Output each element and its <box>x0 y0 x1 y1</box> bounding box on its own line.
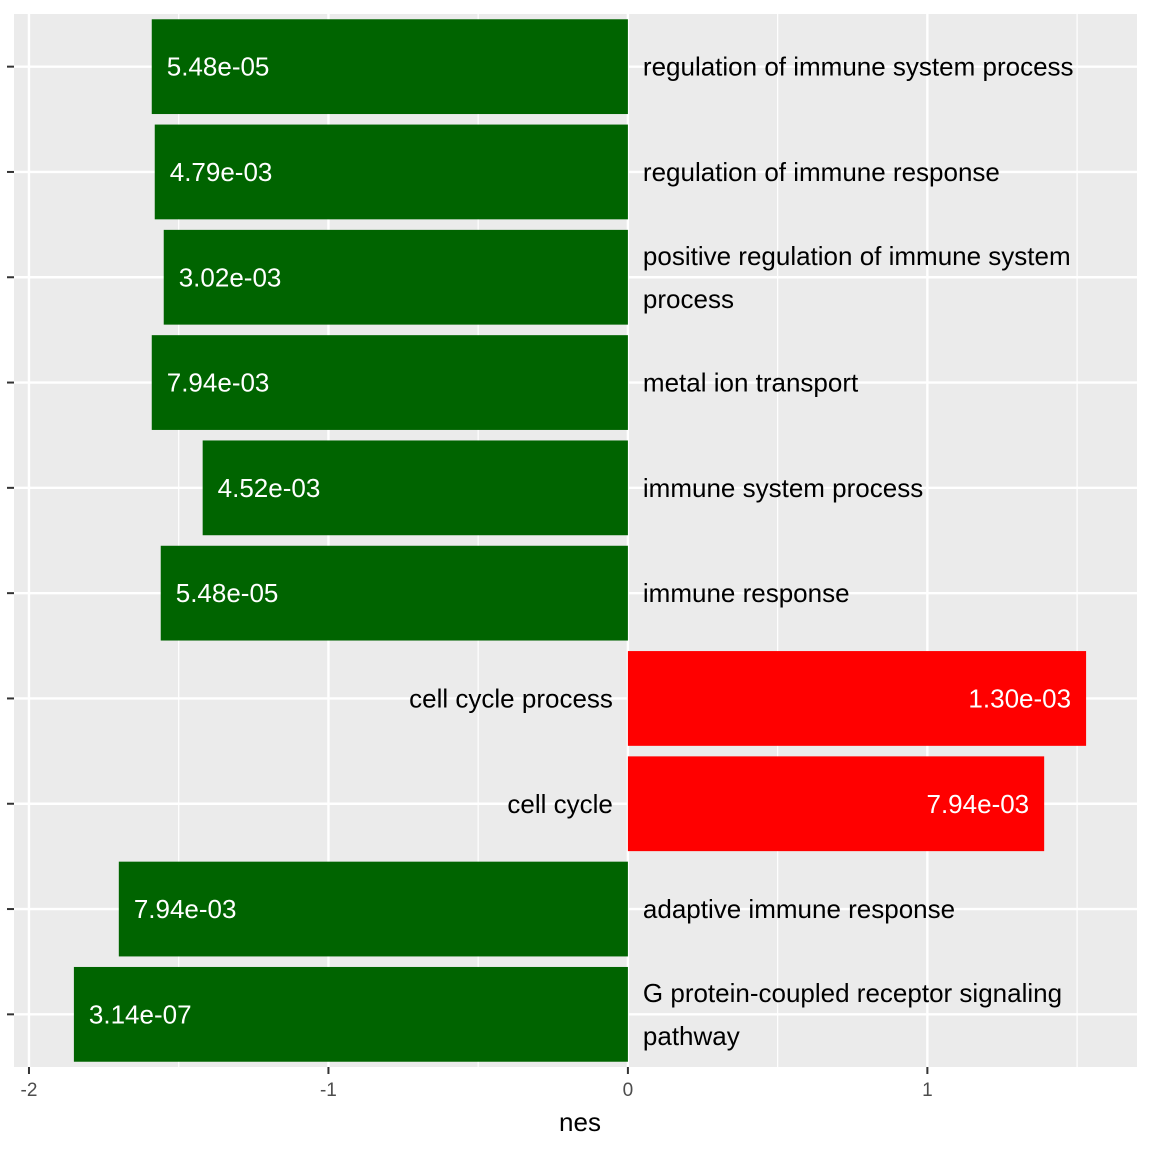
category-label-line: adaptive immune response <box>643 894 955 924</box>
category-label-line: cell cycle process <box>409 683 613 713</box>
category-label-line: positive regulation of immune system <box>643 241 1071 271</box>
bar-value-label: 7.94e-03 <box>927 789 1030 819</box>
category-label-line: regulation of immune response <box>643 157 1000 187</box>
bar <box>73 966 628 1062</box>
bar-value-label: 4.79e-03 <box>170 157 273 187</box>
bar <box>160 545 628 641</box>
x-tick-label: -2 <box>21 1080 38 1101</box>
category-label-line: pathway <box>643 1021 740 1051</box>
bar-value-label: 7.94e-03 <box>134 894 237 924</box>
category-label: immune system process <box>643 473 923 503</box>
category-label: G protein-coupled receptor signaling path… <box>643 978 1062 1051</box>
x-tick-label: 1 <box>922 1080 933 1101</box>
category-label-line: immune system process <box>643 473 923 503</box>
bar-value-label: 5.48e-05 <box>167 52 270 82</box>
bar-value-label: 7.94e-03 <box>167 368 270 398</box>
bar <box>163 229 628 325</box>
bar <box>151 19 628 115</box>
bar <box>202 440 628 536</box>
category-label: cell cycle <box>507 789 612 819</box>
bar <box>118 861 628 957</box>
category-label-line: immune response <box>643 578 850 608</box>
bar <box>154 124 628 220</box>
bar <box>151 335 628 430</box>
bar-value-label: 3.02e-03 <box>179 262 282 292</box>
category-label-line: metal ion transport <box>643 368 859 398</box>
x-tick-label: -1 <box>320 1080 337 1101</box>
x-axis-label: nes <box>559 1107 601 1137</box>
category-label-line: G protein-coupled receptor signaling <box>643 978 1062 1008</box>
category-label-line: regulation of immune system process <box>643 52 1074 82</box>
bar <box>627 756 1045 852</box>
category-label: immune response <box>643 578 850 608</box>
category-label-line: process <box>643 284 734 314</box>
bar <box>627 651 1087 746</box>
category-label: cell cycle process <box>409 683 613 713</box>
category-label-line: cell cycle <box>507 789 612 819</box>
x-tick-label: 0 <box>623 1080 634 1101</box>
category-label: metal ion transport <box>643 368 859 398</box>
bar-value-label: 1.30e-03 <box>968 683 1071 713</box>
bar-value-label: 3.14e-07 <box>89 999 192 1029</box>
category-label: regulation of immune system process <box>643 52 1074 82</box>
bar-value-label: 5.48e-05 <box>176 578 279 608</box>
category-label: regulation of immune response <box>643 157 1000 187</box>
category-label: adaptive immune response <box>643 894 955 924</box>
bar-value-label: 4.52e-03 <box>218 473 321 503</box>
category-label: positive regulation of immune system proc… <box>643 241 1071 314</box>
